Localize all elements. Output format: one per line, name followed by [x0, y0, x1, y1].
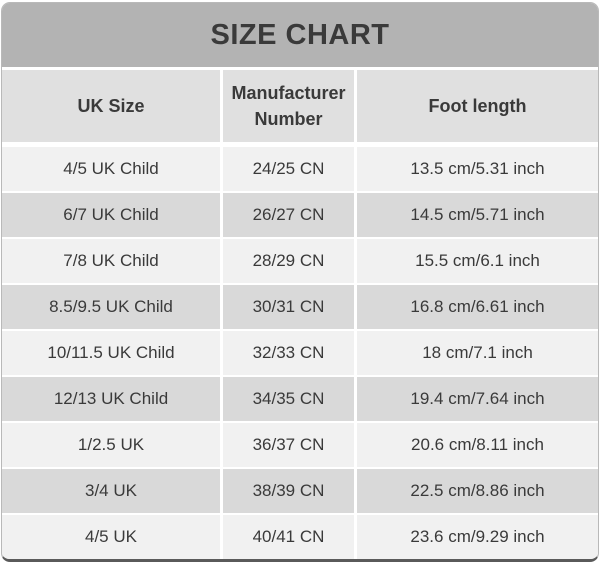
table-row: 7/8 UK Child 28/29 CN 15.5 cm/6.1 inch [2, 237, 598, 283]
table-cell-uk-size: 8.5/9.5 UK Child [2, 283, 220, 329]
table-header-row: UK Size Manufacturer Number Foot length [2, 70, 598, 142]
table-row: 6/7 UK Child 26/27 CN 14.5 cm/5.71 inch [2, 191, 598, 237]
table-row: 3/4 UK 38/39 CN 22.5 cm/8.86 inch [2, 467, 598, 513]
column-header-foot-length: Foot length [354, 70, 598, 142]
table-cell-uk-size: 10/11.5 UK Child [2, 329, 220, 375]
table-cell-mfr-number: 26/27 CN [220, 191, 354, 237]
table-row: 4/5 UK 40/41 CN 23.6 cm/9.29 inch [2, 513, 598, 559]
table-cell-foot-length: 22.5 cm/8.86 inch [354, 467, 598, 513]
table-cell-foot-length: 15.5 cm/6.1 inch [354, 237, 598, 283]
table-cell-uk-size: 3/4 UK [2, 467, 220, 513]
title-bar: SIZE CHART [2, 3, 598, 67]
column-header-uk-size: UK Size [77, 95, 145, 116]
table-cell-uk-size: 6/7 UK Child [2, 191, 220, 237]
table-row: 8.5/9.5 UK Child 30/31 CN 16.8 cm/6.61 i… [2, 283, 598, 329]
table-cell-uk-size: 1/2.5 UK [2, 421, 220, 467]
table-cell-mfr-number: 40/41 CN [220, 513, 354, 559]
column-header-manufacturer-number: Manufacturer Number [220, 70, 354, 142]
table-cell-mfr-number: 38/39 CN [220, 467, 354, 513]
table-cell-mfr-number: 24/25 CN [220, 145, 354, 191]
table-cell-mfr-number: 30/31 CN [220, 283, 354, 329]
table-cell-uk-size: 12/13 UK Child [2, 375, 220, 421]
table-cell-foot-length: 13.5 cm/5.31 inch [354, 145, 598, 191]
table-cell-uk-size: 4/5 UK [2, 513, 220, 559]
table-cell-foot-length: 14.5 cm/5.71 inch [354, 191, 598, 237]
page-title: SIZE CHART [210, 18, 390, 51]
table-cell-uk-size: 4/5 UK Child [2, 145, 220, 191]
table-cell-foot-length: 23.6 cm/9.29 inch [354, 513, 598, 559]
table-cell-foot-length: 16.8 cm/6.61 inch [354, 283, 598, 329]
table-row: 10/11.5 UK Child 32/33 CN 18 cm/7.1 inch [2, 329, 598, 375]
table-cell-foot-length: 19.4 cm/7.64 inch [354, 375, 598, 421]
table-cell-mfr-number: 28/29 CN [220, 237, 354, 283]
table-cell-foot-length: 18 cm/7.1 inch [354, 329, 598, 375]
table-row: 1/2.5 UK 36/37 CN 20.6 cm/8.11 inch [2, 421, 598, 467]
table-row: 12/13 UK Child 34/35 CN 19.4 cm/7.64 inc… [2, 375, 598, 421]
table-cell-uk-size: 7/8 UK Child [2, 237, 220, 283]
table-cell-mfr-number: 36/37 CN [220, 421, 354, 467]
table-cell-foot-length: 20.6 cm/8.11 inch [354, 421, 598, 467]
table-row: 4/5 UK Child 24/25 CN 13.5 cm/5.31 inch [2, 145, 598, 191]
table-cell-mfr-number: 32/33 CN [220, 329, 354, 375]
table-cell-mfr-number: 34/35 CN [220, 375, 354, 421]
